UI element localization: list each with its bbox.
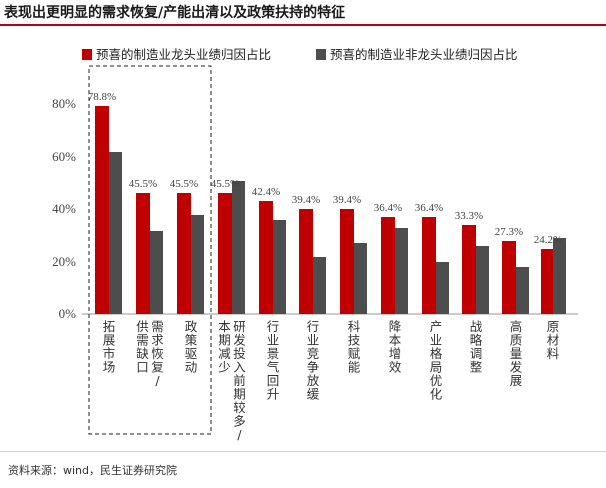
data-label: 33.3% xyxy=(455,210,483,222)
data-label: 39.4% xyxy=(333,194,361,206)
legend-label-series-2: 预喜的制造业非龙头业绩归因占比 xyxy=(330,47,518,62)
bar-series-1 xyxy=(502,241,516,314)
x-tick-label: 战略调整 xyxy=(470,319,483,375)
bar-series-1 xyxy=(340,209,354,314)
y-tick-label: 20% xyxy=(52,254,76,269)
bar-series-1 xyxy=(541,249,553,314)
x-tick-label: 拓展市场 xyxy=(103,319,116,375)
bar-series-2 xyxy=(313,257,326,314)
bar-series-2 xyxy=(395,228,408,314)
bar-series-2 xyxy=(476,246,489,314)
footer-rule xyxy=(0,451,606,452)
source-note: 资料来源：wind，民生证券研究院 xyxy=(8,464,178,477)
x-tick-label: 需求恢复/供需缺口 xyxy=(136,319,164,388)
data-label: 36.4% xyxy=(415,202,443,214)
x-tick-label: 降本增效 xyxy=(389,319,402,375)
bar-series-2 xyxy=(273,220,286,314)
y-tick-label: 40% xyxy=(52,201,76,216)
bar-series-1 xyxy=(95,106,109,314)
x-tick-label: 行业竞争放缓 xyxy=(307,319,320,402)
data-label: 24.2% xyxy=(534,234,562,246)
x-tick-label: 行业景气回升 xyxy=(267,319,280,402)
y-axis: 0% 20% 40% 60% 80% xyxy=(52,96,76,321)
bars xyxy=(95,106,566,314)
legend-swatch-series-2 xyxy=(316,49,326,60)
x-tick-label: 原材料 xyxy=(547,319,560,361)
bar-series-2 xyxy=(191,215,204,314)
bar-series-1 xyxy=(462,225,476,314)
legend-swatch-series-1 xyxy=(82,49,92,60)
bar-series-1 xyxy=(136,193,150,314)
bar-series-1 xyxy=(218,193,232,314)
bar-series-2 xyxy=(436,262,449,314)
bar-series-2 xyxy=(150,231,163,314)
y-tick-label: 0% xyxy=(59,306,77,321)
x-tick-label: 科技赋能 xyxy=(348,319,361,375)
data-label: 39.4% xyxy=(292,194,320,206)
x-tick-label: 高质量发展 xyxy=(510,319,523,388)
x-axis-labels: 拓展市场 需求恢复/供需缺口 政策驱动 研发投入前期较多/本期减少 行业景气回升 行业竞争… xyxy=(103,319,560,442)
y-tick-label: 60% xyxy=(52,149,76,164)
x-tick-label: 政策驱动 xyxy=(185,319,198,375)
bar-series-1 xyxy=(259,201,273,314)
legend: 预喜的制造业龙头业绩归因占比 预喜的制造业非龙头业绩归因占比 xyxy=(82,47,518,62)
bar-series-2 xyxy=(232,181,245,314)
bar-series-2 xyxy=(553,238,566,314)
bar-series-1 xyxy=(299,209,313,314)
bar-series-1 xyxy=(381,217,395,314)
title-rule xyxy=(0,24,606,26)
bar-series-2 xyxy=(109,152,122,314)
data-label: 45.5% xyxy=(211,178,239,190)
data-label: 36.4% xyxy=(374,202,402,214)
data-label: 42.4% xyxy=(252,186,280,198)
page-title: 表现出更明显的需求恢复/产能出清以及政策扶持的特征 xyxy=(4,5,346,21)
bar-series-2 xyxy=(354,243,367,314)
data-label: 27.3% xyxy=(495,226,523,238)
data-labels: 78.8% 45.5% 45.5% 45.5% 42.4% 39.4% 39.4… xyxy=(88,91,562,246)
x-tick-label: 研发投入前期较多/本期减少 xyxy=(218,319,246,442)
data-label: 45.5% xyxy=(170,178,198,190)
data-label: 45.5% xyxy=(129,178,157,190)
data-label: 78.8% xyxy=(88,91,116,103)
x-tick-label: 产业格局优化 xyxy=(430,319,443,402)
legend-label-series-1: 预喜的制造业龙头业绩归因占比 xyxy=(96,47,271,62)
bar-series-2 xyxy=(516,267,529,314)
y-tick-label: 80% xyxy=(52,96,76,111)
bar-series-1 xyxy=(422,217,436,314)
bar-series-1 xyxy=(177,193,191,314)
